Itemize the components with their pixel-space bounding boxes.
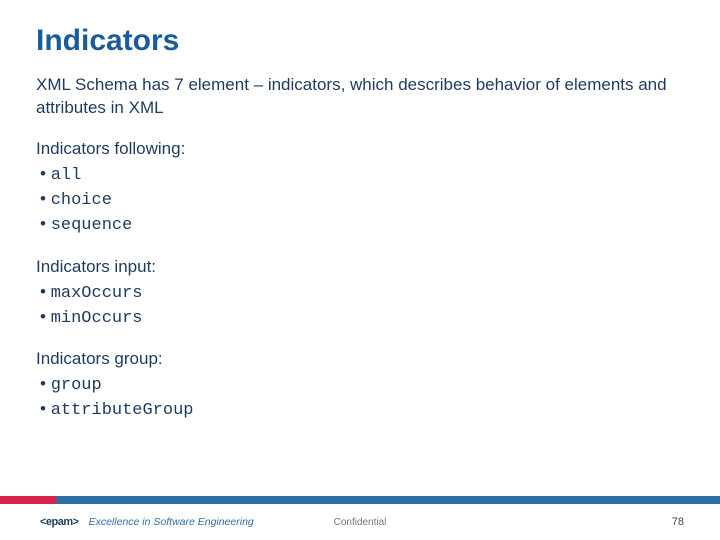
sections-container: Indicators following: all choice sequence In… [36, 138, 684, 423]
tagline-text: Excellence in Software Engineering [89, 516, 254, 528]
logo-wrap: <epam> Excellence in Software Engineerin… [40, 516, 254, 528]
slide: Indicators XML Schema has 7 element – in… [0, 0, 720, 540]
indicator-name: all [51, 166, 82, 185]
indicator-name: sequence [51, 216, 133, 235]
list-item: maxOccurs [40, 281, 684, 306]
section-label: Indicators input: [36, 256, 684, 279]
indicator-name: group [51, 376, 102, 395]
indicator-name: choice [51, 191, 112, 210]
footer-bar-blue [56, 496, 720, 504]
list-item: choice [40, 188, 684, 213]
indicator-list: maxOccurs minOccurs [36, 281, 684, 331]
list-item: minOccurs [40, 306, 684, 331]
logo-text: <epam> [40, 516, 79, 528]
indicator-name: attributeGroup [51, 401, 194, 420]
page-number: 78 [672, 516, 684, 528]
list-item: group [40, 373, 684, 398]
intro-text: XML Schema has 7 element – indicators, w… [36, 74, 684, 120]
footer-content: <epam> Excellence in Software Engineerin… [0, 510, 720, 534]
indicator-name: maxOccurs [51, 284, 143, 303]
section-label: Indicators following: [36, 138, 684, 161]
indicator-list: all choice sequence [36, 163, 684, 238]
footer-bar-red [0, 496, 56, 504]
list-item: all [40, 163, 684, 188]
slide-title: Indicators [36, 24, 684, 58]
footer-bar [0, 496, 720, 504]
indicator-list: group attributeGroup [36, 373, 684, 423]
section-label: Indicators group: [36, 348, 684, 371]
footer: <epam> Excellence in Software Engineerin… [0, 492, 720, 540]
list-item: attributeGroup [40, 398, 684, 423]
indicator-name: minOccurs [51, 309, 143, 328]
list-item: sequence [40, 213, 684, 238]
confidential-label: Confidential [334, 517, 387, 528]
